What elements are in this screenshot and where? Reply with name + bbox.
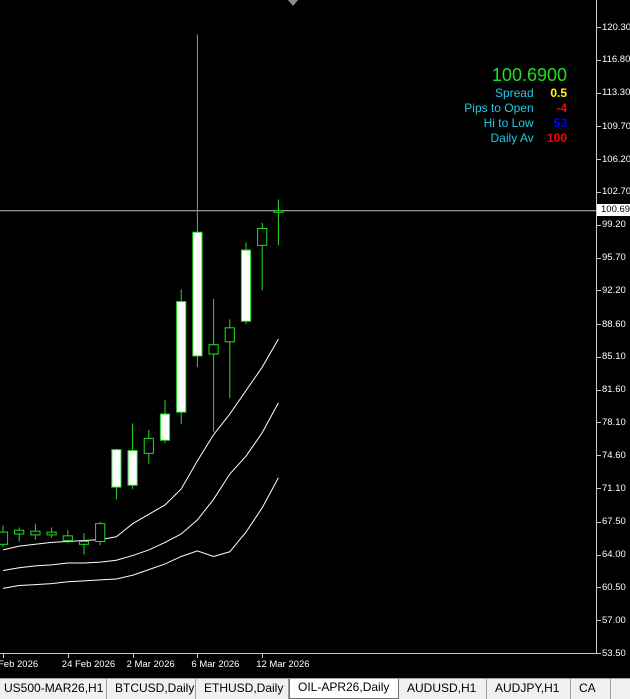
price-chart[interactable]: 120.30 116.80 113.30 109.70 106.20 102.70 99.2… xyxy=(0,0,630,678)
candle-body xyxy=(78,540,90,545)
info-label: Pips to Open xyxy=(464,101,534,115)
price-axis-tick xyxy=(597,422,601,424)
chart-tab[interactable]: OIL-APR26,Daily xyxy=(289,679,399,699)
price-axis-label: 60.50 xyxy=(602,581,626,593)
time-axis-label: 6 Mar 2026 xyxy=(191,659,240,670)
price-axis-label: 106.20 xyxy=(602,153,630,165)
info-value: 0.5 xyxy=(550,86,567,100)
candle-body xyxy=(159,413,171,441)
price-axis-label: 109.70 xyxy=(602,120,630,132)
price-axis-tick xyxy=(597,224,601,226)
price-axis-label: 88.60 xyxy=(602,318,626,330)
candle-body xyxy=(111,449,122,488)
price-axis-tick xyxy=(597,653,601,654)
info-label: Daily Av xyxy=(490,131,534,145)
chart-shift-marker[interactable] xyxy=(288,0,298,6)
info-row-daily-av: Daily Av 100 xyxy=(464,131,567,146)
candle-body xyxy=(46,531,57,536)
candle-body xyxy=(240,249,252,322)
price-axis-label: 53.50 xyxy=(602,647,626,659)
price-axis-label: 64.00 xyxy=(602,549,626,561)
candle-body xyxy=(224,327,235,343)
price-axis-label: 113.30 xyxy=(602,87,630,99)
chart-tab[interactable]: US500-MAR26,H1 xyxy=(0,679,107,699)
candle-body xyxy=(176,301,187,413)
candle-body xyxy=(273,210,284,213)
candle-body xyxy=(0,531,9,545)
chart-tab[interactable]: CA xyxy=(571,679,611,699)
price-axis-tick xyxy=(597,488,601,490)
info-value: 53 xyxy=(553,116,567,130)
upper-band-line xyxy=(2,338,279,551)
price-axis-label: 78.10 xyxy=(602,416,626,428)
chart-tab[interactable]: AUDJPY,H1 xyxy=(487,679,571,699)
price-axis-tick xyxy=(597,324,601,326)
info-label: Hi to Low xyxy=(483,116,534,130)
price-axis-tick xyxy=(597,27,601,28)
info-value: 100 xyxy=(546,131,567,145)
time-axis-label: 24 Feb 2026 xyxy=(61,659,116,670)
time-axis-tick xyxy=(67,654,69,658)
price-axis-tick xyxy=(597,191,601,193)
price-axis-tick xyxy=(597,159,601,161)
price-axis-label: 102.70 xyxy=(602,186,630,198)
price-axis-tick xyxy=(597,521,601,523)
time-axis-tick xyxy=(197,654,199,658)
chart-tab-bar: US500-MAR26,H1 BTCUSD,Daily ETHUSD,Daily OI… xyxy=(0,678,630,699)
price-axis-label: 95.70 xyxy=(602,252,626,264)
chart-tab[interactable]: AUDUSD,H1 xyxy=(399,679,487,699)
candle-body xyxy=(30,530,41,536)
candle-body xyxy=(14,529,25,535)
info-value: -4 xyxy=(556,101,567,115)
price-axis-tick xyxy=(597,587,601,589)
info-row-spread: Spread 0.5 xyxy=(464,86,567,101)
chart-tab[interactable]: BTCUSD,Daily xyxy=(107,679,196,699)
price-axis-label: 74.60 xyxy=(602,449,626,461)
time-axis-label: 2 Mar 2026 xyxy=(126,659,175,670)
candle-body xyxy=(208,344,219,355)
price-axis-tick xyxy=(597,620,601,622)
price-axis-tick xyxy=(597,290,601,292)
price-axis-label: 116.80 xyxy=(602,54,630,66)
middle-band-line xyxy=(2,402,279,572)
price-axis-label: 67.50 xyxy=(602,516,626,528)
lower-band-line xyxy=(2,477,279,589)
chart-tab[interactable]: ETHUSD,Daily xyxy=(196,679,289,699)
time-axis-label: Feb 2026 xyxy=(0,659,39,670)
time-axis-tick xyxy=(3,654,4,658)
candle-body xyxy=(95,523,106,542)
price-axis-tick xyxy=(597,59,601,61)
info-row-pips-to-open: Pips to Open -4 xyxy=(464,101,567,116)
price-axis-label: 57.00 xyxy=(602,614,626,626)
bid-price: 100.6900 xyxy=(491,65,567,85)
price-axis-label: 99.20 xyxy=(602,219,626,231)
price-axis-tick xyxy=(597,257,601,259)
current-price-label: 100.69 xyxy=(597,204,630,216)
candle-body xyxy=(143,437,154,454)
time-axis-tick xyxy=(262,654,264,658)
price-info-panel: 100.6900 Spread 0.5 Pips to Open -4 Hi t… xyxy=(464,64,567,146)
price-axis-label: 85.10 xyxy=(602,351,626,363)
price-axis-tick xyxy=(597,356,601,358)
chart-canvas[interactable] xyxy=(0,0,630,678)
candle-body xyxy=(127,450,138,486)
candle-body xyxy=(62,535,73,542)
price-axis-label: 120.30 xyxy=(602,21,630,33)
price-axis-label: 81.60 xyxy=(602,384,626,396)
time-axis-tick xyxy=(132,654,134,658)
price-axis-label: 92.20 xyxy=(602,284,626,296)
price-axis-label: 71.10 xyxy=(602,482,626,494)
price-axis-tick xyxy=(597,554,601,556)
price-axis-tick xyxy=(597,455,601,457)
candle-body xyxy=(192,231,203,357)
info-label: Spread xyxy=(494,86,534,100)
time-axis-label: 12 Mar 2026 xyxy=(256,659,310,670)
price-axis-tick xyxy=(597,92,601,94)
info-row-hi-to-low: Hi to Low 53 xyxy=(464,116,567,131)
price-axis-tick xyxy=(597,126,601,128)
candle-body xyxy=(257,227,268,246)
price-axis-tick xyxy=(597,389,601,391)
